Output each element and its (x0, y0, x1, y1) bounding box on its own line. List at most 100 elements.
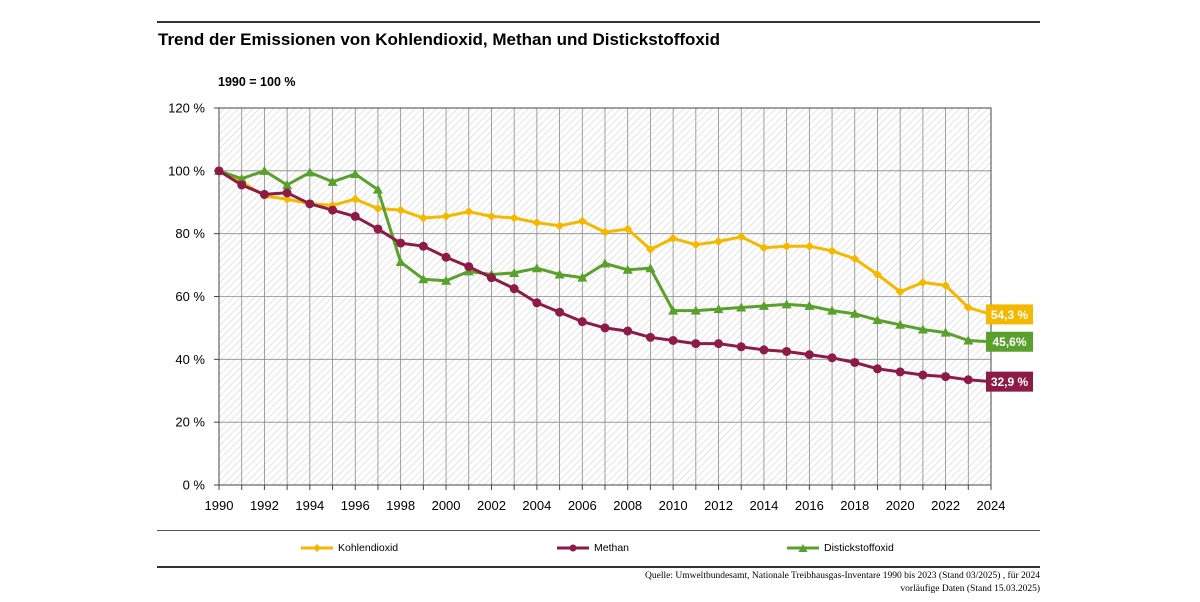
end-label-box-kohlendioxid (986, 304, 1033, 325)
data-point-kohlendioxid (714, 237, 724, 247)
data-point-kohlendioxid (509, 213, 519, 223)
y-tick-label: 20 % (175, 415, 205, 430)
data-point-methan (237, 180, 247, 190)
legend-item-n2o: Distickstoffoxid (786, 540, 894, 556)
y-tick-label: 40 % (175, 352, 205, 367)
data-point-methan (736, 342, 746, 352)
x-tick-label: 2020 (886, 498, 915, 513)
data-point-methan (328, 205, 338, 215)
data-point-methan (804, 350, 814, 360)
data-point-distickstoffoxid (849, 308, 860, 318)
data-point-distickstoffoxid (872, 315, 883, 325)
data-point-methan (714, 339, 724, 349)
data-point-distickstoffoxid (418, 274, 429, 284)
data-point-methan (486, 273, 496, 283)
legend-label-methan: Methan (594, 542, 630, 554)
data-point-distickstoffoxid (350, 168, 361, 178)
source-line-1: Quelle: Umweltbundesamt, Nationale Treib… (645, 571, 1040, 581)
legend-co2-marker (301, 544, 333, 552)
data-point-methan (532, 298, 542, 308)
data-point-distickstoffoxid (554, 269, 565, 279)
data-point-methan (668, 335, 678, 345)
data-point-methan (850, 357, 860, 367)
legend-item-methan: Methan (556, 540, 629, 556)
y-tick-label: 0 % (183, 478, 206, 493)
data-point-kohlendioxid (872, 270, 882, 280)
x-tick-label: 1992 (250, 498, 279, 513)
x-tick-label: 2000 (432, 498, 461, 513)
data-point-distickstoffoxid (236, 173, 247, 183)
data-point-methan (918, 370, 928, 380)
data-point-kohlendioxid (418, 213, 428, 223)
data-point-distickstoffoxid (917, 324, 928, 334)
data-point-methan (782, 346, 792, 356)
x-tick-label: 2022 (931, 498, 960, 513)
x-tick-label: 2004 (522, 498, 551, 513)
data-point-methan (600, 323, 610, 333)
data-point-methan (555, 307, 565, 317)
data-point-kohlendioxid (623, 224, 633, 234)
y-tick-label: 120 % (168, 101, 205, 116)
data-point-methan (759, 345, 769, 355)
top-rule (157, 21, 1040, 23)
end-label-kohlendioxid: 54,3 % (991, 308, 1029, 322)
y-tick-label: 80 % (175, 226, 205, 241)
data-point-kohlendioxid (577, 216, 587, 226)
data-point-distickstoffoxid (645, 263, 656, 273)
x-tick-label: 2018 (840, 498, 869, 513)
data-point-kohlendioxid (282, 194, 292, 204)
data-point-distickstoffoxid (827, 305, 838, 315)
data-point-methan (691, 339, 701, 349)
data-point-distickstoffoxid (327, 176, 338, 186)
data-point-kohlendioxid (668, 233, 678, 243)
data-point-methan (872, 364, 882, 374)
data-point-methan (577, 317, 587, 327)
data-point-distickstoffoxid (668, 305, 679, 315)
x-tick-label: 2002 (477, 498, 506, 513)
data-point-distickstoffoxid (940, 327, 951, 337)
data-point-kohlendioxid (486, 211, 496, 221)
legend-label-co2: Kohlendioxid (338, 542, 399, 554)
data-point-distickstoffoxid (531, 263, 542, 273)
data-point-kohlendioxid (691, 240, 701, 250)
data-point-distickstoffoxid (372, 184, 383, 194)
end-label-box-methan (986, 371, 1033, 392)
x-tick-label: 2008 (613, 498, 642, 513)
data-point-distickstoffoxid (622, 264, 633, 274)
data-point-distickstoffoxid (304, 167, 315, 177)
data-point-kohlendioxid (918, 277, 928, 287)
data-point-methan (396, 238, 406, 248)
x-tick-label: 1998 (386, 498, 415, 513)
legend-methan-marker (557, 544, 589, 552)
data-point-methan (350, 211, 360, 221)
x-tick-label: 2024 (977, 498, 1006, 513)
legend-label-n2o: Distickstoffoxid (824, 542, 894, 554)
y-tick-label: 60 % (175, 289, 205, 304)
data-point-methan (645, 332, 655, 342)
data-point-kohlendioxid (827, 246, 837, 256)
legend-item-co2: Kohlendioxid (300, 540, 398, 556)
data-point-kohlendioxid (782, 241, 792, 251)
data-point-methan (827, 353, 837, 363)
data-point-methan (418, 241, 428, 251)
data-point-kohlendioxid (736, 232, 746, 242)
data-point-kohlendioxid (373, 204, 383, 214)
data-point-distickstoffoxid (600, 258, 610, 268)
data-point-kohlendioxid (441, 211, 451, 221)
bottom-rule (157, 566, 1040, 568)
x-tick-label: 2010 (659, 498, 688, 513)
data-point-distickstoffoxid (713, 304, 724, 314)
legend-n2o-marker (787, 544, 819, 552)
x-tick-label: 2016 (795, 498, 824, 513)
x-tick-label: 2014 (749, 498, 778, 513)
data-point-kohlendioxid (464, 207, 474, 217)
data-point-kohlendioxid (804, 241, 814, 251)
end-label-methan: 32,9 % (991, 375, 1029, 389)
data-point-distickstoffoxid (441, 275, 452, 285)
data-point-methan (941, 372, 951, 382)
data-point-distickstoffoxid (282, 179, 293, 189)
data-point-kohlendioxid (600, 227, 610, 237)
data-point-kohlendioxid (396, 205, 406, 215)
data-point-kohlendioxid (850, 254, 860, 264)
data-point-distickstoffoxid (758, 300, 769, 310)
